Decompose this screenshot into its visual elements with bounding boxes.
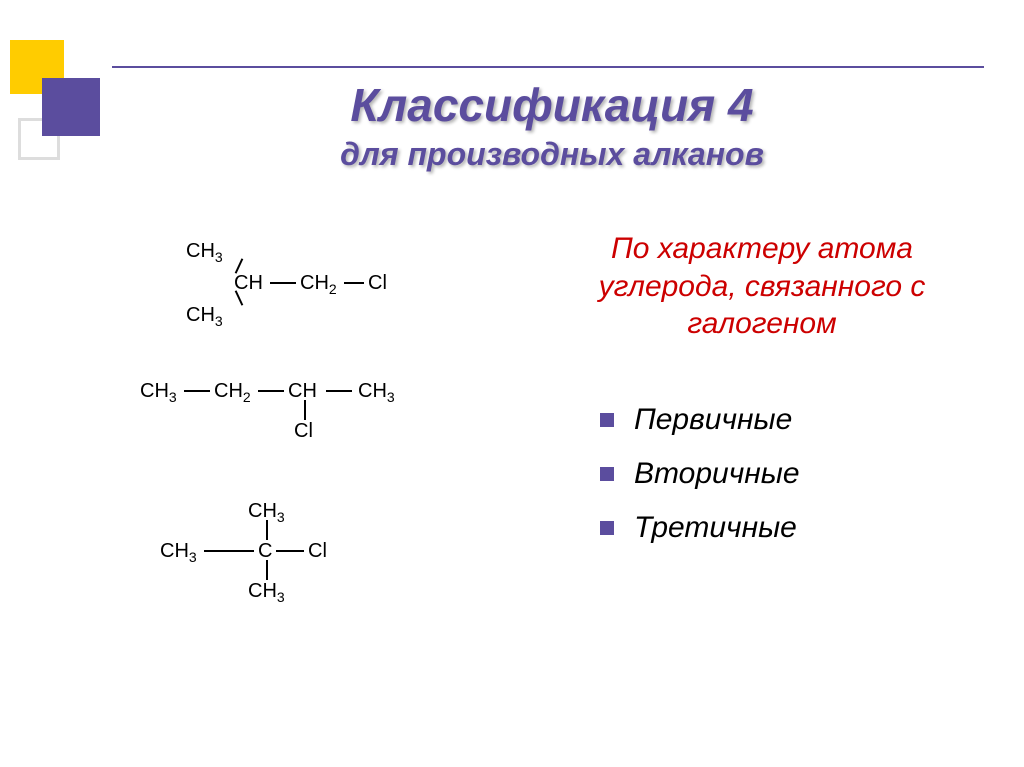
- bullet-icon: [600, 467, 614, 481]
- chemical-structures: CH3 CH3 CH CH2 Cl CH3 CH2 CH CH3 Cl: [80, 240, 520, 600]
- text-column: По характеру атома углерода, связанного …: [520, 220, 984, 727]
- bond-icon: [270, 282, 296, 284]
- bond-icon: [276, 550, 304, 552]
- group-ch3: CH3: [160, 540, 197, 565]
- list-item: Вторичные: [600, 457, 984, 491]
- group-ch3: CH3: [140, 380, 177, 405]
- content-area: CH3 CH3 CH CH2 Cl CH3 CH2 CH CH3 Cl: [80, 220, 984, 727]
- bond-icon: [326, 390, 352, 392]
- title-main: Классификация 4: [120, 78, 984, 132]
- group-ch3: CH3: [186, 304, 223, 329]
- list-item: Первичные: [600, 403, 984, 437]
- list-item: Третичные: [600, 511, 984, 545]
- structure-primary-halide: CH3 CH3 CH CH2 Cl: [140, 240, 420, 330]
- slide-title: Классификация 4 для производных алканов: [120, 78, 984, 173]
- bullet-icon: [600, 521, 614, 535]
- group-ch2: CH2: [300, 272, 337, 297]
- structure-secondary-halide: CH3 CH2 CH CH3 Cl: [140, 380, 460, 450]
- bond-icon: [204, 550, 254, 552]
- group-ch2: CH2: [214, 380, 251, 405]
- list-item-label: Первичные: [634, 403, 792, 437]
- bullet-icon: [600, 413, 614, 427]
- group-cl: Cl: [294, 420, 313, 443]
- structures-column: CH3 CH3 CH CH2 Cl CH3 CH2 CH CH3 Cl: [80, 220, 520, 727]
- bond-icon: [266, 520, 268, 540]
- group-ch: CH: [234, 272, 263, 295]
- group-ch3: CH3: [358, 380, 395, 405]
- group-ch3: CH3: [186, 240, 223, 265]
- header-divider-line: [112, 66, 984, 68]
- bond-icon: [184, 390, 210, 392]
- group-cl: Cl: [308, 540, 327, 563]
- bond-icon: [258, 390, 284, 392]
- group-ch3: CH3: [248, 580, 285, 605]
- structure-tertiary-halide: CH3 CH3 CH3 C Cl: [140, 500, 400, 600]
- list-item-label: Третичные: [634, 511, 797, 545]
- group-ch: CH: [288, 380, 317, 403]
- bond-icon: [344, 282, 364, 284]
- decorative-corner-blocks: [0, 40, 120, 160]
- block-purple: [42, 78, 100, 136]
- bond-icon: [266, 560, 268, 580]
- classification-criterion: По характеру атома углерода, связанного …: [540, 230, 984, 343]
- group-cl: Cl: [368, 272, 387, 295]
- bond-icon: [304, 400, 306, 420]
- list-item-label: Вторичные: [634, 457, 800, 491]
- classification-list: Первичные Вторичные Третичные: [540, 403, 984, 545]
- title-sub: для производных алканов: [120, 136, 984, 173]
